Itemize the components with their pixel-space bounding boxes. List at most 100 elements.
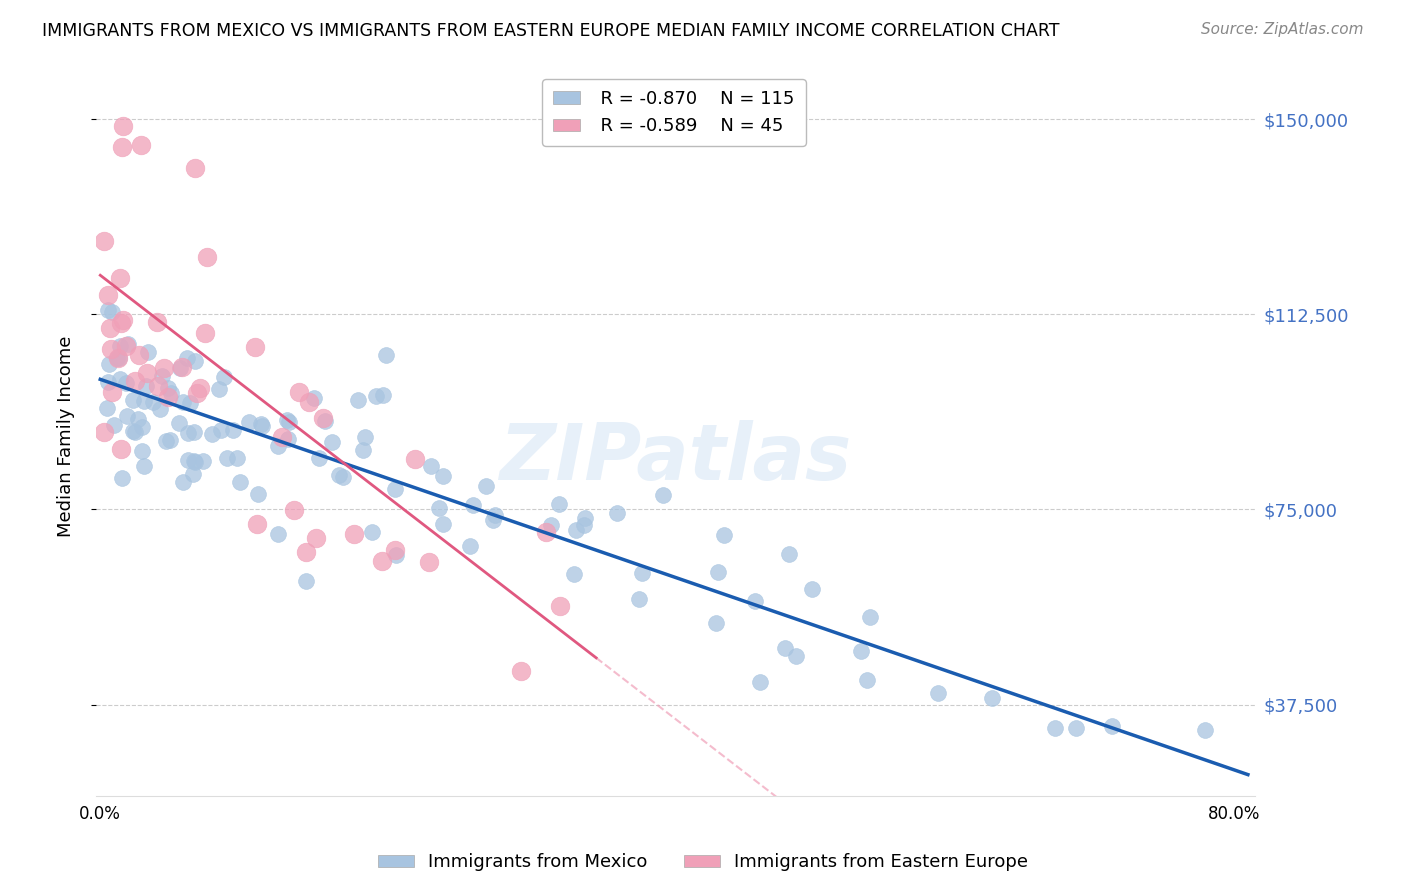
Point [110, 471, 132, 485]
Point [108, 339, 131, 353]
Point [312, 411, 335, 425]
Point [276, 412, 298, 426]
Point [548, 599, 571, 613]
Point [110, 316, 132, 330]
Y-axis label: Median Family Income: Median Family Income [58, 336, 75, 537]
Point [142, 395, 165, 409]
Point [855, 673, 877, 687]
Point [243, 340, 266, 354]
Point [385, 548, 408, 562]
Point [1064, 722, 1087, 736]
Text: IMMIGRANTS FROM MEXICO VS IMMIGRANTS FROM EASTERN EUROPE MEDIAN FAMILY INCOME CO: IMMIGRANTS FROM MEXICO VS IMMIGRANTS FRO… [42, 22, 1060, 40]
Point [304, 531, 326, 545]
Point [225, 450, 247, 465]
Point [209, 423, 232, 437]
Point [384, 482, 406, 496]
Point [150, 369, 173, 384]
Point [193, 454, 215, 468]
Point [606, 506, 628, 520]
Point [707, 566, 730, 580]
Point [360, 524, 382, 539]
Point [97, 287, 120, 301]
Point [295, 574, 318, 588]
Point [131, 419, 153, 434]
Point [246, 487, 269, 501]
Point [775, 641, 797, 656]
Point [112, 119, 135, 133]
Point [384, 543, 406, 558]
Point [373, 387, 395, 401]
Point [127, 412, 149, 426]
Point [129, 138, 152, 153]
Point [201, 426, 224, 441]
Point [100, 342, 122, 356]
Point [93, 425, 115, 440]
Point [475, 478, 498, 492]
Point [108, 271, 131, 285]
Point [565, 523, 588, 537]
Point [404, 452, 426, 467]
Point [110, 442, 132, 456]
Point [540, 517, 562, 532]
Point [574, 511, 596, 525]
Point [122, 392, 145, 407]
Point [785, 648, 807, 663]
Point [375, 348, 398, 362]
Point [208, 382, 231, 396]
Point [851, 644, 873, 658]
Point [98, 320, 121, 334]
Point [346, 392, 368, 407]
Point [176, 351, 198, 366]
Point [160, 386, 183, 401]
Point [132, 394, 155, 409]
Point [278, 415, 301, 429]
Point [183, 454, 205, 468]
Point [135, 379, 157, 393]
Point [297, 395, 319, 409]
Point [105, 351, 128, 365]
Point [194, 326, 217, 341]
Point [96, 401, 118, 416]
Point [98, 357, 121, 371]
Point [713, 528, 735, 542]
Point [183, 161, 205, 175]
Text: ZIPatlas: ZIPatlas [499, 420, 852, 496]
Point [482, 512, 505, 526]
Point [432, 516, 454, 531]
Point [510, 664, 533, 678]
Point [169, 360, 191, 375]
Point [1101, 719, 1123, 733]
Point [980, 691, 1002, 706]
Point [93, 234, 115, 248]
Point [314, 414, 336, 428]
Point [101, 384, 124, 399]
Point [1194, 723, 1216, 737]
Point [177, 425, 200, 440]
Point [250, 417, 273, 432]
Point [229, 475, 252, 489]
Legend:   R = -0.870    N = 115,   R = -0.589    N = 45: R = -0.870 N = 115, R = -0.589 N = 45 [543, 79, 806, 146]
Point [371, 553, 394, 567]
Point [131, 443, 153, 458]
Point [172, 395, 194, 409]
Point [1045, 721, 1067, 735]
Point [321, 434, 343, 449]
Point [302, 392, 325, 406]
Point [366, 389, 388, 403]
Point [159, 433, 181, 447]
Point [927, 686, 949, 700]
Point [277, 432, 299, 446]
Point [96, 376, 118, 390]
Point [172, 475, 194, 489]
Legend: Immigrants from Mexico, Immigrants from Eastern Europe: Immigrants from Mexico, Immigrants from … [370, 847, 1036, 879]
Point [115, 409, 138, 423]
Point [288, 384, 311, 399]
Point [744, 594, 766, 608]
Point [153, 360, 176, 375]
Text: Source: ZipAtlas.com: Source: ZipAtlas.com [1201, 22, 1364, 37]
Point [749, 674, 772, 689]
Point [484, 508, 506, 522]
Point [238, 416, 260, 430]
Point [188, 381, 211, 395]
Point [267, 527, 290, 541]
